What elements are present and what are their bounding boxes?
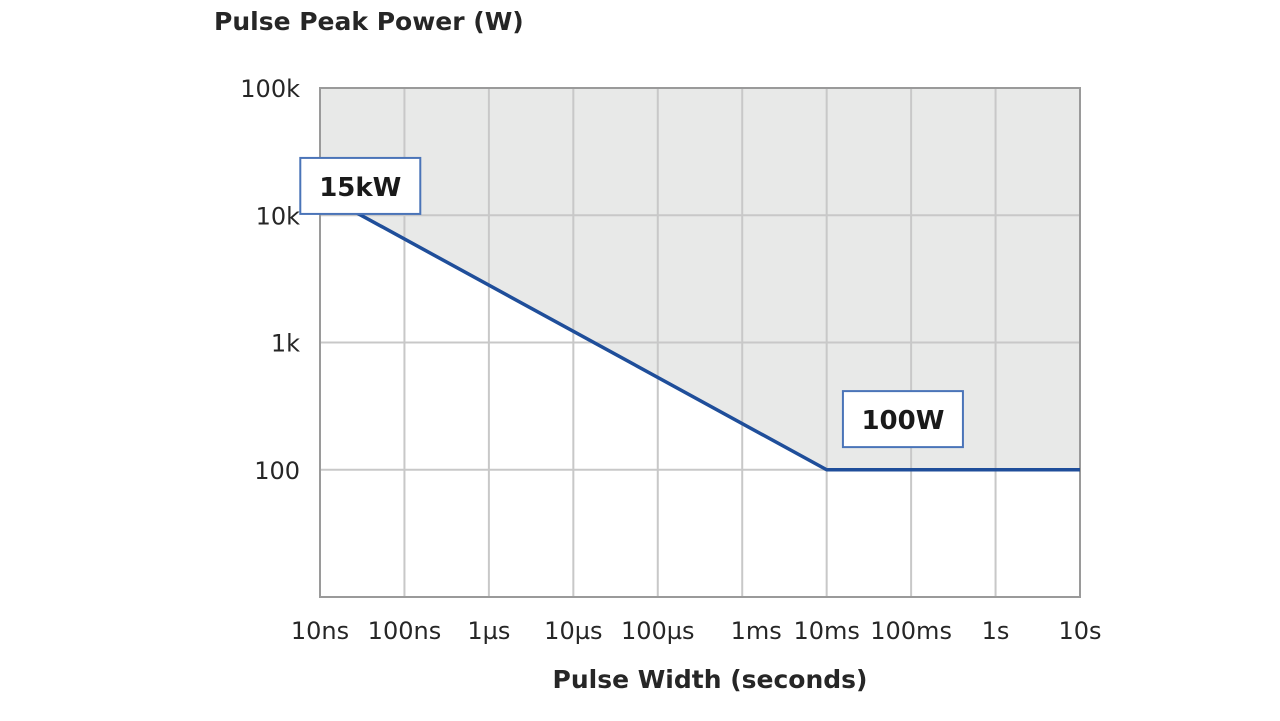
y-tick-label: 10k bbox=[256, 202, 301, 230]
x-tick-label: 100ms bbox=[870, 617, 952, 645]
x-axis-title: Pulse Width (seconds) bbox=[553, 665, 868, 694]
plot-frame bbox=[319, 87, 1081, 598]
y-tick-label: 100 bbox=[254, 457, 300, 485]
y-axis-title: Pulse Peak Power (W) bbox=[214, 7, 524, 36]
y-tick-label: 100k bbox=[240, 75, 300, 103]
x-tick-label: 10s bbox=[1058, 617, 1101, 645]
x-tick-label: 1µs bbox=[467, 617, 510, 645]
x-tick-label: 1s bbox=[982, 617, 1010, 645]
annotation-box bbox=[299, 156, 422, 215]
x-tick-label: 10ns bbox=[291, 617, 349, 645]
shaded-region bbox=[320, 88, 1080, 470]
y-tick-label: 1k bbox=[271, 330, 300, 358]
x-tick-label: 10ms bbox=[793, 617, 859, 645]
x-tick-label: 10µs bbox=[544, 617, 602, 645]
plot-area: 10ns 100ns 1µs 10µs 100µs 1ms 10ms 100ms 1s 10s 10… bbox=[240, 75, 1101, 645]
x-tick-label: 100ns bbox=[368, 617, 442, 645]
x-tick-label: 1ms bbox=[731, 617, 782, 645]
annotation-label: 100W bbox=[861, 406, 944, 436]
x-tick-label: 100µs bbox=[621, 617, 695, 645]
annotation-label: 15kW bbox=[319, 173, 401, 203]
series-line bbox=[319, 191, 1080, 472]
annotation-box bbox=[841, 390, 964, 449]
